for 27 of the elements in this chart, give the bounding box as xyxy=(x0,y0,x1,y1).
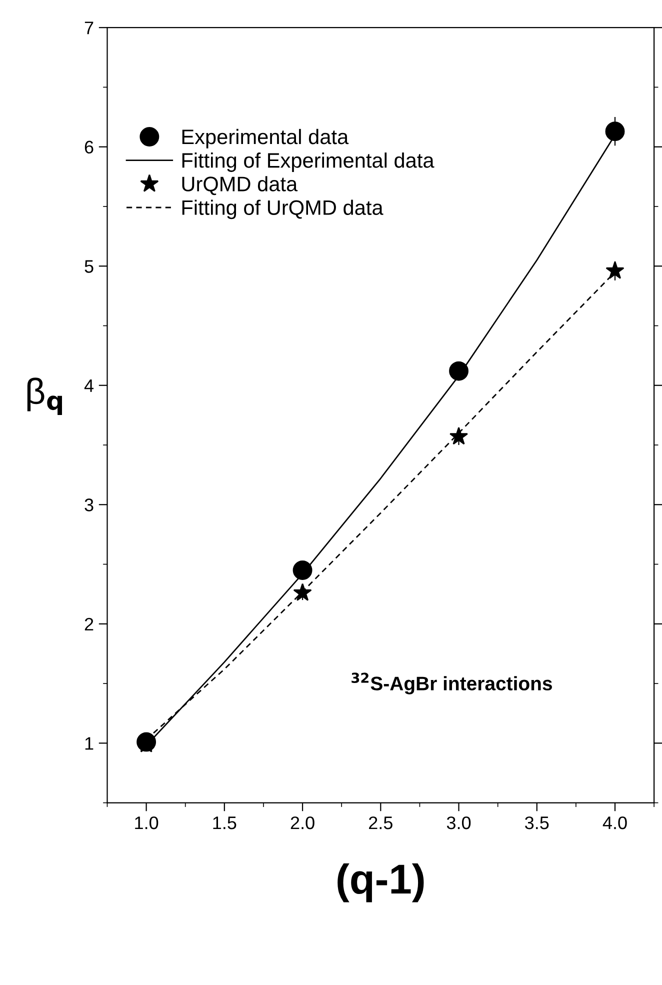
x-tick-label: 4.0 xyxy=(602,816,627,830)
y-tick-label: 7 xyxy=(84,22,94,34)
point xyxy=(449,361,468,381)
x-tick-label: 1.0 xyxy=(135,816,158,830)
y-tick-label: 5 xyxy=(84,260,94,273)
point xyxy=(606,261,624,279)
point xyxy=(605,122,625,142)
legend-label: UrQMD data xyxy=(182,176,298,196)
point xyxy=(292,560,312,580)
y-tick-label: 4 xyxy=(84,379,94,392)
y-tick-label: 2 xyxy=(84,618,94,630)
y-tick-label: 6 xyxy=(84,140,94,154)
x-tick-label: 3.0 xyxy=(446,816,471,830)
legend-label: Experimental data xyxy=(182,128,349,148)
y-tick-label: 3 xyxy=(84,498,94,512)
legend-label: Fitting of Experimental data xyxy=(182,152,434,172)
point xyxy=(293,583,312,601)
y-tick-label: 1 xyxy=(85,737,94,750)
point xyxy=(449,426,468,445)
annotation: $^{32}$S-AgBr interactions xyxy=(352,672,552,694)
x-axis-title: (q-1) xyxy=(338,863,424,902)
x-tick-label: 3.5 xyxy=(525,816,549,830)
x-tick-label: 2.0 xyxy=(290,816,314,830)
y-axis-title: β$_{q}$ xyxy=(27,378,62,415)
legend-label: Fitting of UrQMD data xyxy=(182,200,384,220)
x-tick-label: 2.5 xyxy=(369,816,392,830)
x-tick-label: 1.5 xyxy=(213,816,236,830)
